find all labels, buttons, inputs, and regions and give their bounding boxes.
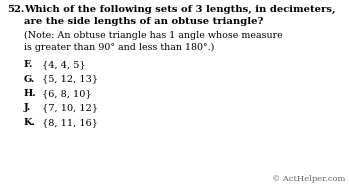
Text: K.: K. [24,118,36,127]
Text: G.: G. [24,75,35,84]
Text: © ActHelper.com: © ActHelper.com [272,175,345,183]
Text: J.: J. [24,103,31,113]
Text: F.: F. [24,60,33,69]
Text: 52.: 52. [7,5,24,14]
Text: Which of the following sets of 3 lengths, in decimeters,
are the side lengths of: Which of the following sets of 3 lengths… [24,5,336,26]
Text: {6, 8, 10}: {6, 8, 10} [42,89,92,98]
Text: H.: H. [24,89,37,98]
Text: (Note: An obtuse triangle has 1 angle whose measure
is greater than 90° and less: (Note: An obtuse triangle has 1 angle wh… [24,31,283,52]
Text: {7, 10, 12}: {7, 10, 12} [42,103,98,113]
Text: {5, 12, 13}: {5, 12, 13} [42,75,98,84]
Text: {4, 4, 5}: {4, 4, 5} [42,60,86,69]
Text: {8, 11, 16}: {8, 11, 16} [42,118,98,127]
